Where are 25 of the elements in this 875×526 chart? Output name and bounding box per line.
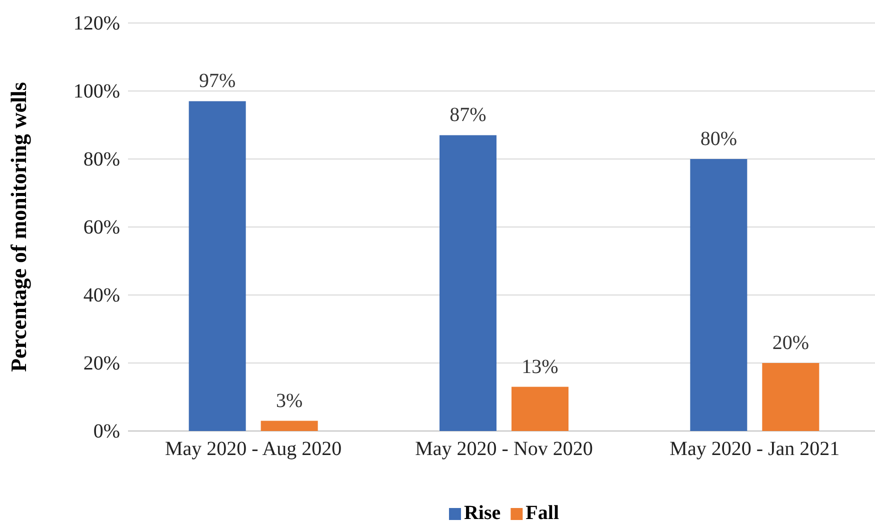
data-label: 3% bbox=[276, 390, 303, 412]
y-tick-label: 0% bbox=[93, 420, 120, 442]
data-label: 13% bbox=[522, 356, 558, 378]
data-label: 97% bbox=[198, 70, 236, 92]
bar bbox=[690, 159, 748, 431]
data-label: 87% bbox=[450, 104, 486, 126]
y-axis-title: Percentage of monitoring wells bbox=[6, 82, 31, 372]
y-tick-label: 20% bbox=[83, 352, 120, 374]
bar bbox=[512, 386, 568, 431]
y-tick-label: 120% bbox=[73, 12, 120, 34]
y-tick-label: 80% bbox=[83, 148, 120, 170]
x-tick-label: May 2020 - Nov 2020 bbox=[415, 438, 593, 460]
bar bbox=[762, 363, 820, 431]
bar bbox=[260, 420, 318, 431]
y-tick-label: 40% bbox=[83, 284, 120, 306]
x-tick-label: May 2020 - Aug 2020 bbox=[164, 438, 342, 460]
data-label: 20% bbox=[772, 332, 810, 354]
y-tick-label: 60% bbox=[83, 216, 120, 238]
legend-label: Fall bbox=[526, 502, 560, 524]
bar bbox=[188, 101, 246, 431]
data-label: 80% bbox=[700, 128, 738, 150]
legend-label: Rise bbox=[464, 502, 501, 524]
bar bbox=[440, 135, 496, 431]
y-tick-label: 100% bbox=[73, 80, 120, 102]
x-tick-label: May 2020 - Jan 2021 bbox=[670, 438, 840, 460]
